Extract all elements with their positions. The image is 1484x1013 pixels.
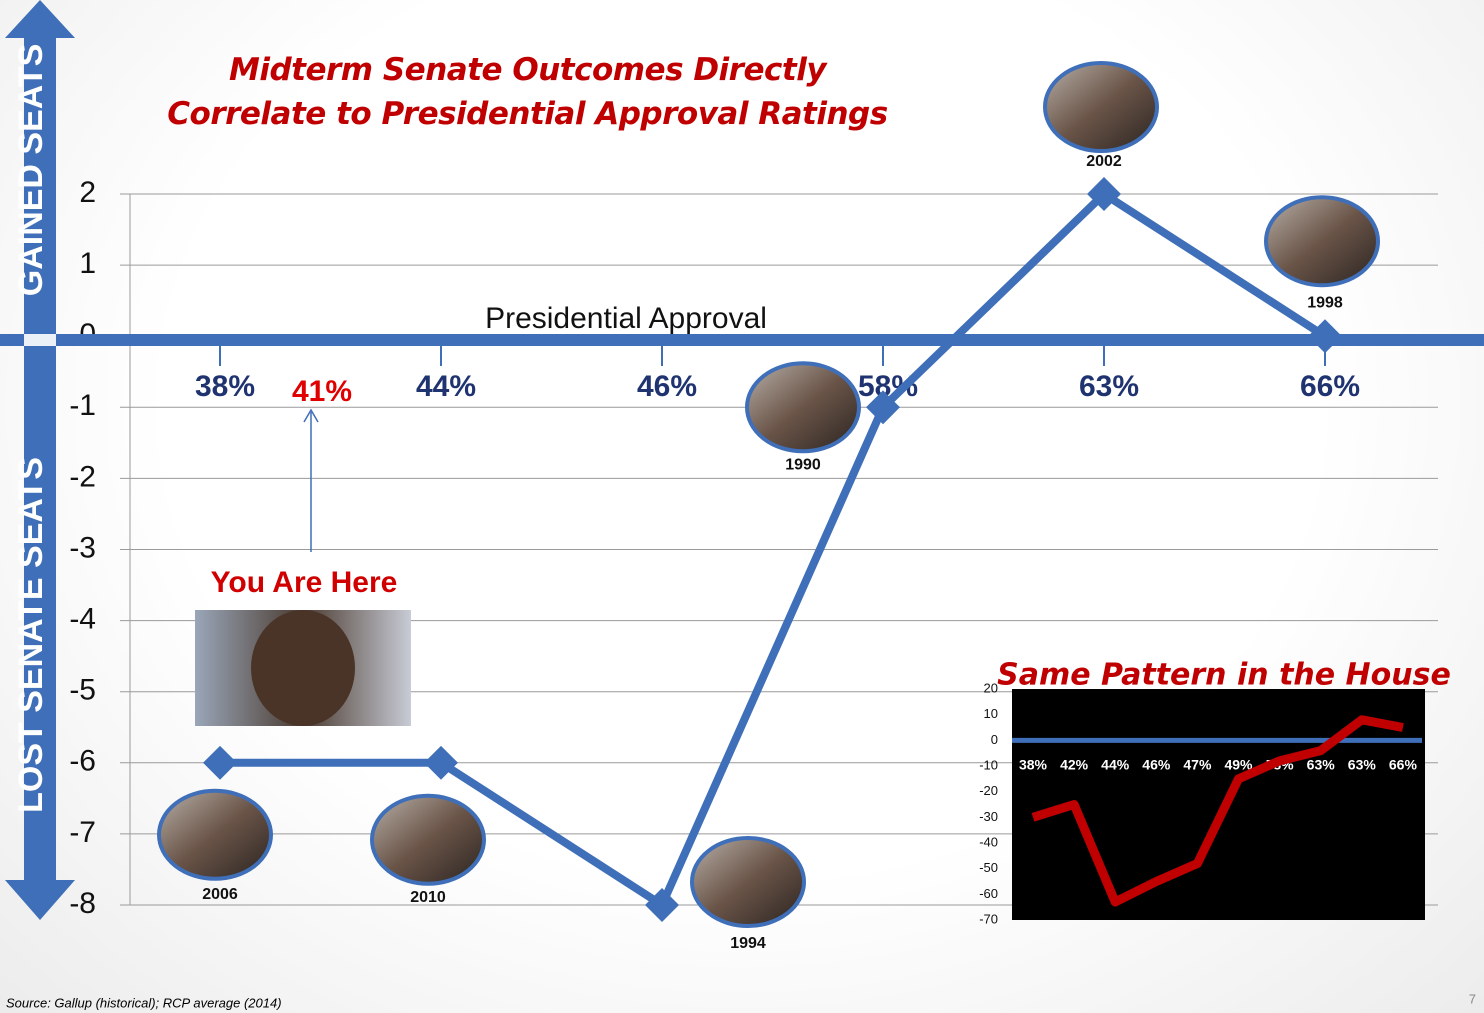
inset-category-label: 38% <box>1019 757 1048 773</box>
category-label: 38% <box>195 370 255 403</box>
inset-y-tick-label: -50 <box>979 860 998 875</box>
inset-y-tick-label: -30 <box>979 809 998 824</box>
y-tick-label: -1 <box>69 389 96 422</box>
y-tick-label: -2 <box>69 460 96 493</box>
marker <box>1087 177 1121 211</box>
arrow-head <box>303 408 319 423</box>
inset-title: Same Pattern in the House <box>997 658 1451 693</box>
marker <box>1308 319 1342 354</box>
category-label: 66% <box>1300 370 1360 403</box>
photo-face <box>251 610 355 726</box>
inset-y-tick-label: 0 <box>991 732 998 747</box>
title: Midterm Senate Outcomes Directly Correla… <box>167 52 888 132</box>
axis-arrow <box>5 0 75 920</box>
annotation: You Are Here <box>211 566 398 599</box>
annotation-label: 41% <box>292 375 352 408</box>
y-tick-label: -3 <box>69 531 96 564</box>
y-tick-label: -4 <box>69 603 96 636</box>
photo <box>745 361 861 454</box>
line <box>220 190 1328 909</box>
marker <box>424 745 458 780</box>
inset-y-tick-label: -40 <box>979 834 998 849</box>
inset-category-label: 44% <box>1101 757 1130 773</box>
y-tick-label: -6 <box>69 745 96 778</box>
inset-y-tick-label: -60 <box>979 886 998 901</box>
point-label: 2010 <box>410 889 446 906</box>
inset-y-tick-label: 10 <box>984 706 998 721</box>
inset-y-tick-label: -20 <box>979 783 998 798</box>
x-axis-label: Presidential Approval <box>485 302 767 335</box>
inset-category-label: 47% <box>1183 757 1212 773</box>
y-tick-label: 2 <box>79 176 96 209</box>
inset-category-label: 63% <box>1348 757 1377 773</box>
point-label: 1998 <box>1307 294 1343 311</box>
photo <box>690 836 806 928</box>
y-tick-label: -7 <box>69 816 96 849</box>
y-tick-label: 1 <box>79 247 96 280</box>
category-label: 63% <box>1079 370 1139 403</box>
inset-y-tick-label: 20 <box>984 680 998 695</box>
inset-y-tick-label: -70 <box>979 911 998 926</box>
photo <box>1264 195 1380 288</box>
point-label: 2006 <box>202 886 238 903</box>
inset-category-label: 42% <box>1060 757 1089 773</box>
point-label: 1990 <box>785 457 821 474</box>
photo <box>1043 61 1159 153</box>
inset-category-label: 63% <box>1307 757 1336 773</box>
marker <box>203 745 237 780</box>
y-label-top: GAINED SEATS <box>12 44 50 297</box>
inset-y-tick-label: -10 <box>979 757 998 772</box>
category-label: 44% <box>416 370 476 403</box>
y-label-bottom: LOST SENATE SEATS <box>12 457 50 813</box>
y-tick-label: -5 <box>69 674 96 707</box>
point-label: 2002 <box>1086 153 1122 170</box>
inset-category-label: 66% <box>1389 757 1418 773</box>
photo <box>157 788 273 881</box>
inset-category-label: 46% <box>1142 757 1171 773</box>
y-tick-label: -8 <box>69 887 96 920</box>
photo <box>370 793 486 886</box>
marker <box>645 888 679 922</box>
inset-category-label: 49% <box>1224 757 1253 773</box>
arrow-divider <box>24 334 56 346</box>
category-label: 46% <box>637 370 697 403</box>
page-number: 7 <box>1469 991 1476 1006</box>
point-label: 1994 <box>730 935 766 952</box>
marker <box>866 390 900 425</box>
source: Source: Gallup (historical); RCP average… <box>6 995 282 1010</box>
inset-line <box>1031 715 1404 907</box>
zero-bar <box>0 334 1484 346</box>
